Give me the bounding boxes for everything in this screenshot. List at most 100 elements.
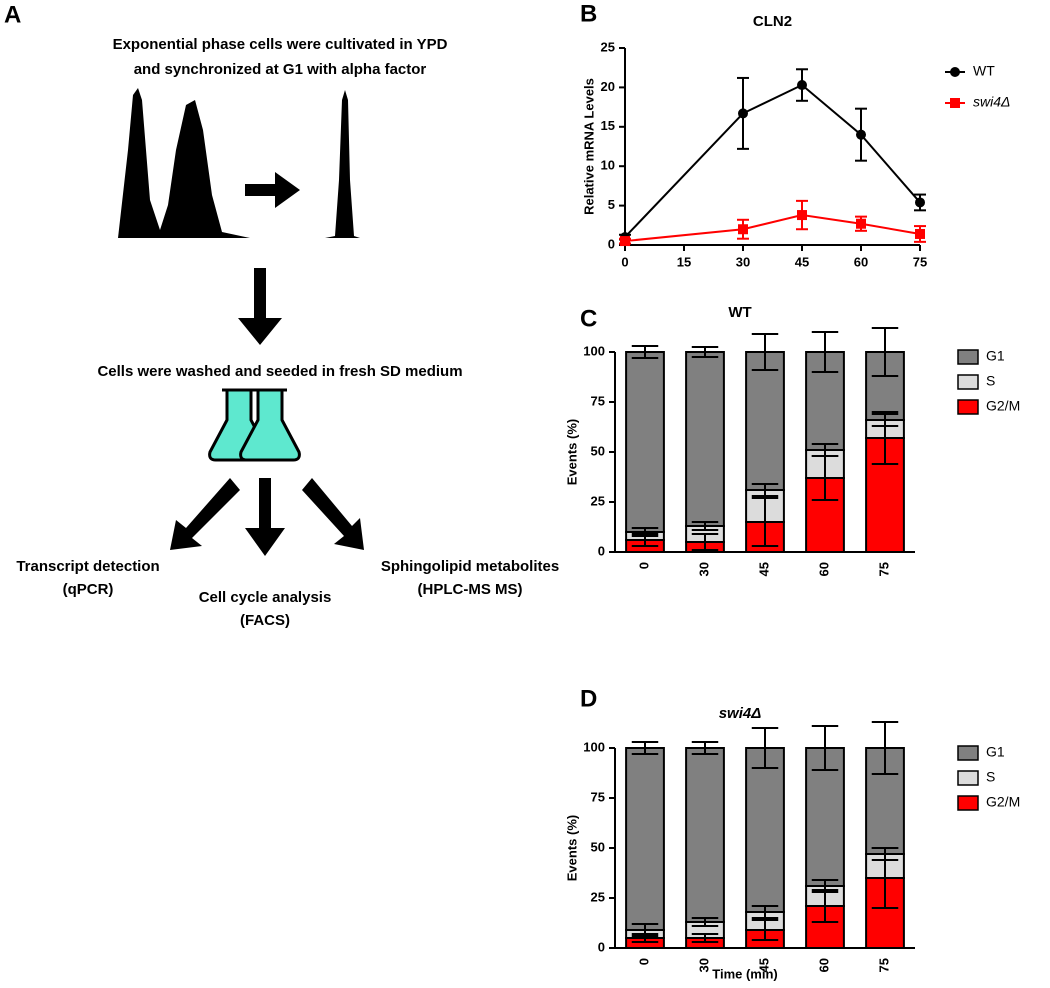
y-tick-label: 0 <box>598 543 605 558</box>
x-tick-label: 30 <box>736 254 750 269</box>
error-bar <box>751 905 779 919</box>
bar-segment <box>625 351 665 533</box>
legend-label: swi4Δ <box>973 94 1010 110</box>
y-tick-label: 0 <box>598 939 605 954</box>
histogram <box>100 88 250 238</box>
error-bar <box>751 333 779 371</box>
legend-swatch <box>957 374 979 390</box>
step-text: and synchronized at G1 with alpha factor <box>134 61 427 78</box>
error-bar <box>691 533 719 551</box>
arrow <box>170 478 240 550</box>
arrow <box>302 478 364 550</box>
legend-label: G2/M <box>986 794 1020 810</box>
step-text: Exponential phase cells were cultivated … <box>113 36 448 53</box>
output-text: (FACS) <box>240 612 290 629</box>
output-text: (qPCR) <box>63 581 114 598</box>
marker <box>738 108 748 119</box>
x-tick-label: 45 <box>756 562 771 576</box>
y-tick-label: 50 <box>591 839 605 854</box>
legend-marker <box>950 67 960 77</box>
y-tick-label: 100 <box>583 343 605 358</box>
y-tick-label: 5 <box>608 197 615 212</box>
panel-letter: C <box>580 305 597 332</box>
bar-segment <box>625 747 665 931</box>
x-tick-label: 0 <box>636 958 651 965</box>
error-bar <box>751 497 779 547</box>
bar-segment <box>685 351 725 527</box>
error-bar <box>631 345 659 359</box>
panel-a: A Exponential phase cells were cultivate… <box>4 1 559 629</box>
arrow <box>245 172 300 208</box>
y-tick-label: 25 <box>591 493 605 508</box>
marker <box>738 224 748 235</box>
y-tick-label: 0 <box>608 236 615 251</box>
error-bar <box>751 919 779 941</box>
error-bar <box>811 331 839 373</box>
legend-marker <box>950 98 960 108</box>
y-axis-label: Events (%) <box>564 419 579 485</box>
chart-title: swi4Δ <box>719 705 762 722</box>
error-bar <box>751 483 779 497</box>
x-tick-label: 45 <box>795 254 809 269</box>
y-tick-label: 75 <box>591 789 605 804</box>
error-bar <box>751 727 779 769</box>
error-bar <box>811 725 839 771</box>
x-tick-label: 30 <box>696 958 711 972</box>
output-text: Transcript detection <box>16 558 159 575</box>
x-tick-label: 75 <box>913 254 927 269</box>
flask-icon <box>208 388 301 462</box>
error-bar <box>691 917 719 927</box>
error-bar <box>811 443 839 457</box>
y-tick-label: 75 <box>591 393 605 408</box>
marker <box>915 228 925 239</box>
bar-segment <box>745 747 785 913</box>
error-bar <box>871 413 899 427</box>
x-tick-label: 75 <box>876 562 891 576</box>
marker <box>915 197 925 208</box>
error-bar <box>691 741 719 755</box>
error-bar <box>631 741 659 755</box>
error-bar <box>871 327 899 377</box>
error-bar <box>691 933 719 943</box>
marker <box>797 210 807 221</box>
x-tick-label: 0 <box>621 254 628 269</box>
legend-label: S <box>986 769 995 785</box>
legend-swatch <box>957 745 979 761</box>
x-tick-label: 60 <box>816 958 831 972</box>
error-bar <box>871 847 899 861</box>
error-bar <box>691 521 719 531</box>
error-bar <box>871 721 899 775</box>
data-line <box>624 214 921 243</box>
legend-swatch <box>957 770 979 786</box>
data-line <box>624 83 921 238</box>
error-bar <box>631 527 659 537</box>
y-tick-label: 15 <box>601 118 615 133</box>
legend-label: G2/M <box>986 398 1020 414</box>
chart-title: WT <box>728 304 751 321</box>
error-bar <box>811 879 839 893</box>
y-axis-label: Relative mRNA Levels <box>581 78 596 215</box>
legend-label: G1 <box>986 744 1005 760</box>
y-tick-label: 20 <box>601 79 615 94</box>
x-tick-label: 30 <box>696 562 711 576</box>
output-text: Cell cycle analysis <box>199 589 332 606</box>
x-tick-label: 60 <box>854 254 868 269</box>
bar-segment <box>745 351 785 491</box>
step-text: Cells were washed and seeded in fresh SD… <box>97 363 462 380</box>
x-axis-label: Time (min) <box>712 966 778 981</box>
x-tick-label: 0 <box>636 562 651 569</box>
x-tick-label: 15 <box>677 254 691 269</box>
bar-segment <box>685 747 725 923</box>
chart: B CLN2 Relative mRNA Levels 0 5 10 15 20 25 0 15 30… <box>580 0 1010 269</box>
x-tick-label: 60 <box>816 562 831 576</box>
histogram <box>325 90 360 238</box>
y-tick-label: 10 <box>601 158 615 173</box>
marker <box>797 80 807 91</box>
y-tick-label: 25 <box>601 39 615 54</box>
arrow <box>245 478 285 556</box>
panel-letter: B <box>580 0 597 27</box>
legend-swatch <box>957 399 979 415</box>
